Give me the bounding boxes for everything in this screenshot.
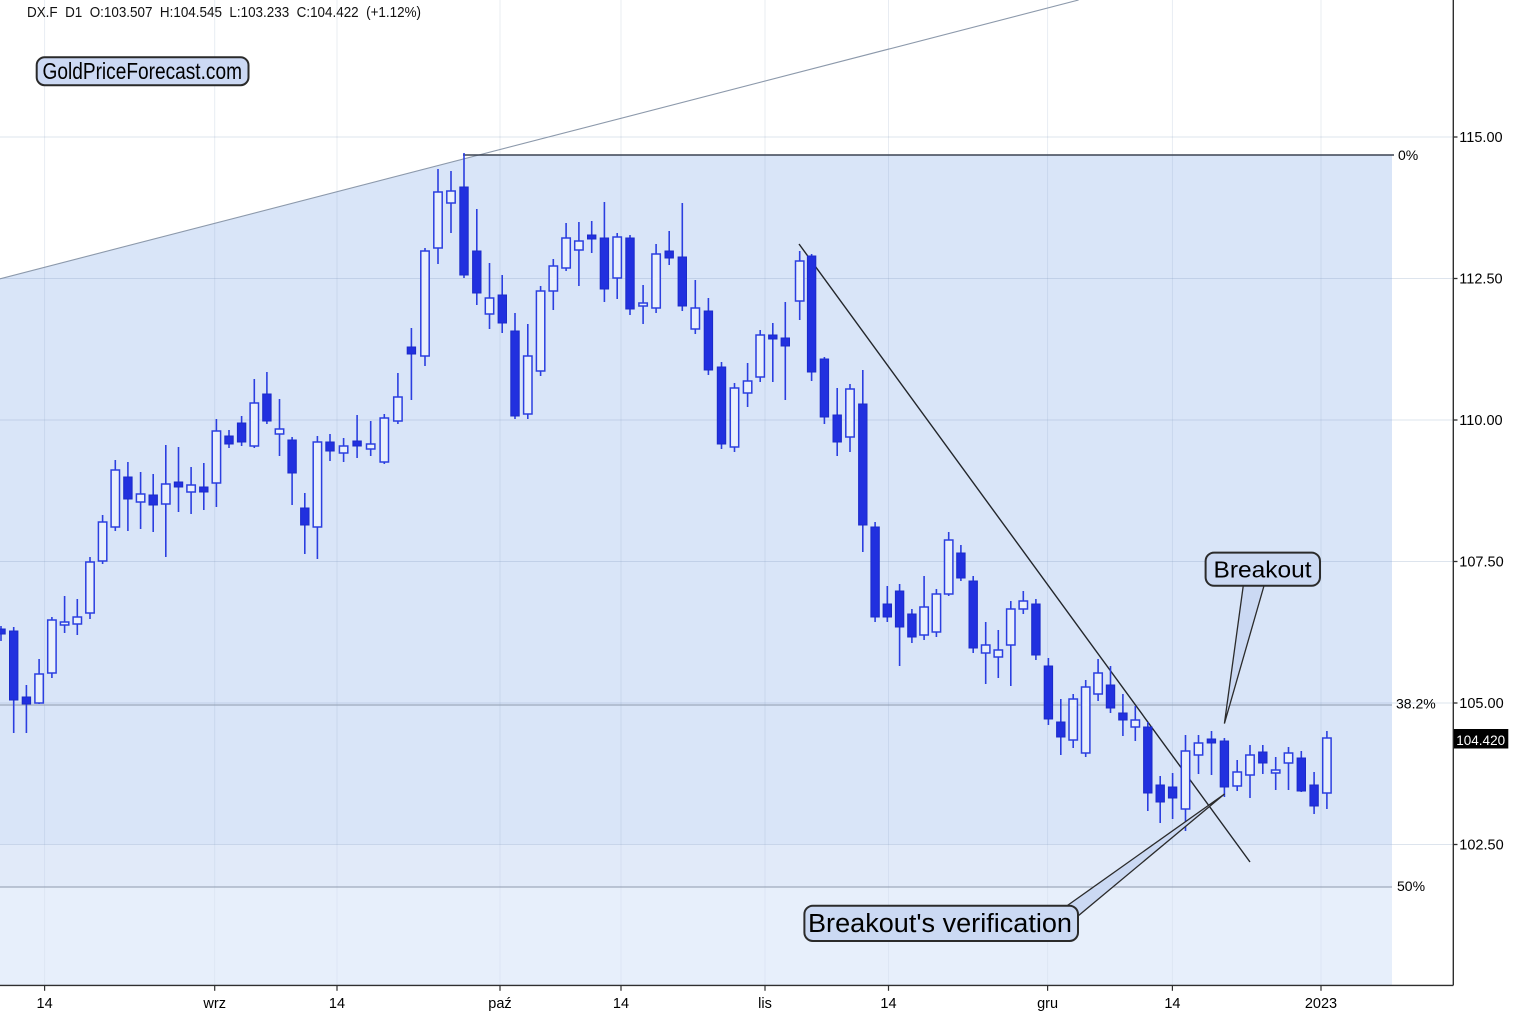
svg-text:Breakout: Breakout — [1214, 557, 1312, 583]
svg-text:DX.F D1 O:103.507 H:104.545: DX.F D1 O:103.507 H:104.545 L:103.233 C:… — [27, 4, 421, 21]
svg-text:38.2%: 38.2% — [1396, 696, 1436, 712]
svg-text:gru: gru — [1037, 996, 1058, 1012]
svg-text:112.50: 112.50 — [1459, 272, 1502, 288]
svg-text:110.00: 110.00 — [1459, 413, 1502, 429]
svg-text:105.00: 105.00 — [1459, 696, 1503, 712]
svg-text:2023: 2023 — [1305, 996, 1337, 1012]
svg-text:paź: paź — [488, 996, 511, 1012]
svg-text:14: 14 — [613, 996, 629, 1012]
svg-text:Breakout's verification: Breakout's verification — [808, 910, 1072, 938]
svg-text:102.50: 102.50 — [1459, 838, 1503, 854]
svg-text:14: 14 — [37, 996, 53, 1012]
svg-text:14: 14 — [1164, 996, 1180, 1012]
svg-text:50%: 50% — [1397, 878, 1425, 894]
svg-text:104.420: 104.420 — [1456, 733, 1505, 748]
svg-text:107.50: 107.50 — [1459, 555, 1503, 571]
svg-text:115.00: 115.00 — [1459, 130, 1502, 146]
svg-text:lis: lis — [758, 996, 772, 1012]
svg-text:GoldPriceForecast.com: GoldPriceForecast.com — [43, 58, 243, 84]
svg-text:14: 14 — [329, 996, 345, 1012]
svg-text:wrz: wrz — [202, 996, 226, 1012]
svg-text:0%: 0% — [1398, 147, 1418, 163]
svg-text:14: 14 — [880, 996, 896, 1012]
